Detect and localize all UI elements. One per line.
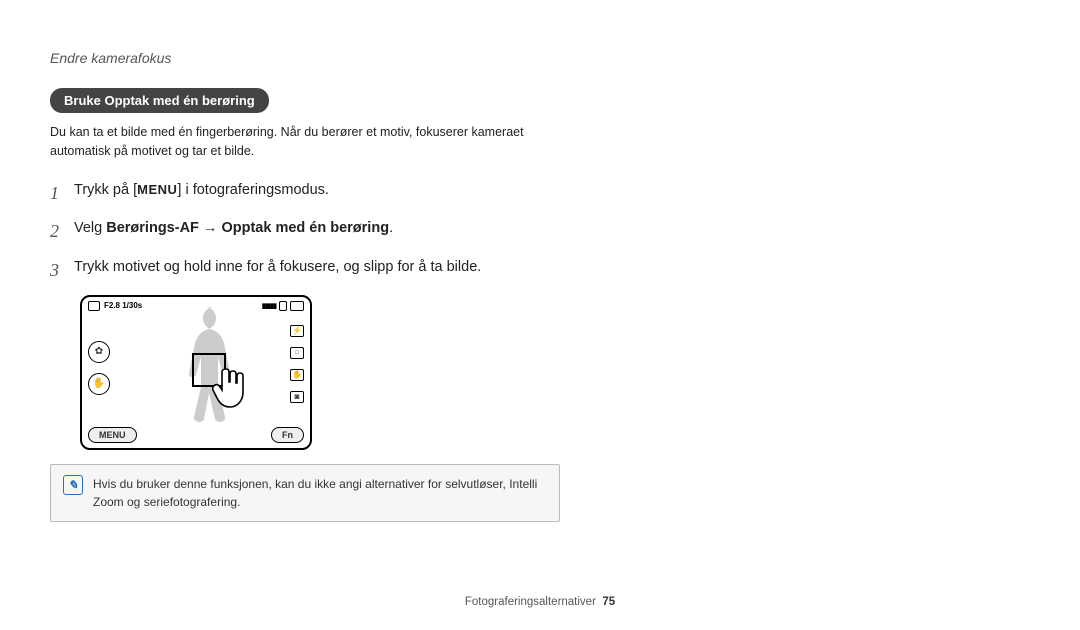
metering-icon: ◙	[290, 391, 304, 403]
footer-label: Fotograferingsalternativer	[465, 596, 596, 608]
size-icon: □	[290, 347, 304, 359]
left-icon-1: ✿	[88, 341, 110, 363]
exposure-label: F2.8 1/30s	[104, 301, 142, 310]
step-number: 1	[50, 179, 74, 208]
camera-screen: F2.8 1/30s ▮▮▮▮▮ ✿ ✋ ⚡ □ ✋ ◙	[80, 295, 312, 450]
step2-bold2: Opptak med én berøring	[221, 220, 389, 236]
mode-icon	[88, 301, 100, 311]
stabilize-icon: ✋	[290, 369, 304, 381]
step-number: 2	[50, 217, 74, 246]
note-icon: ✎	[63, 475, 83, 495]
step1-post: ] i fotograferingsmodus.	[177, 182, 329, 198]
page-header: Endre kamerafokus	[50, 50, 1030, 66]
touch-hand-icon	[212, 365, 252, 411]
menu-glyph: MENU	[137, 180, 177, 201]
step2-bold1: Berørings-AF	[106, 220, 199, 236]
camera-fn-button: Fn	[271, 427, 304, 443]
footer-page: 75	[602, 596, 615, 608]
flash-icon: ⚡	[290, 325, 304, 337]
left-icon-2: ✋	[88, 373, 110, 395]
note-text: Hvis du bruker denne funksjonen, kan du …	[93, 475, 547, 511]
step-3: 3 Trykk motivet og hold inne for å fokus…	[50, 256, 610, 285]
step2-pre: Velg	[74, 220, 106, 236]
steps-list: 1 Trykk på [MENU] i fotograferingsmodus.…	[50, 179, 610, 285]
intro-paragraph: Du kan ta et bilde med én fingerberøring…	[50, 123, 540, 161]
step-number: 3	[50, 256, 74, 285]
note-box: ✎ Hvis du bruker denne funksjonen, kan d…	[50, 464, 560, 522]
step2-arrow: →	[199, 220, 222, 236]
camera-menu-button: MENU	[88, 427, 137, 443]
step1-pre: Trykk på [	[74, 182, 137, 198]
step3-text: Trykk motivet og hold inne for å fokuser…	[74, 256, 610, 279]
histogram-icon: ▮▮▮▮▮	[262, 302, 276, 310]
section-title-pill: Bruke Opptak med én berøring	[50, 88, 269, 113]
card-icon	[279, 301, 287, 311]
battery-icon	[290, 301, 304, 311]
camera-illustration: F2.8 1/30s ▮▮▮▮▮ ✿ ✋ ⚡ □ ✋ ◙	[80, 295, 312, 450]
page-footer: Fotograferingsalternativer 75	[0, 596, 1080, 608]
step-2: 2 Velg Berørings-AF → Opptak med én berø…	[50, 217, 610, 246]
step-1: 1 Trykk på [MENU] i fotograferingsmodus.	[50, 179, 610, 208]
step2-post: .	[389, 220, 393, 236]
